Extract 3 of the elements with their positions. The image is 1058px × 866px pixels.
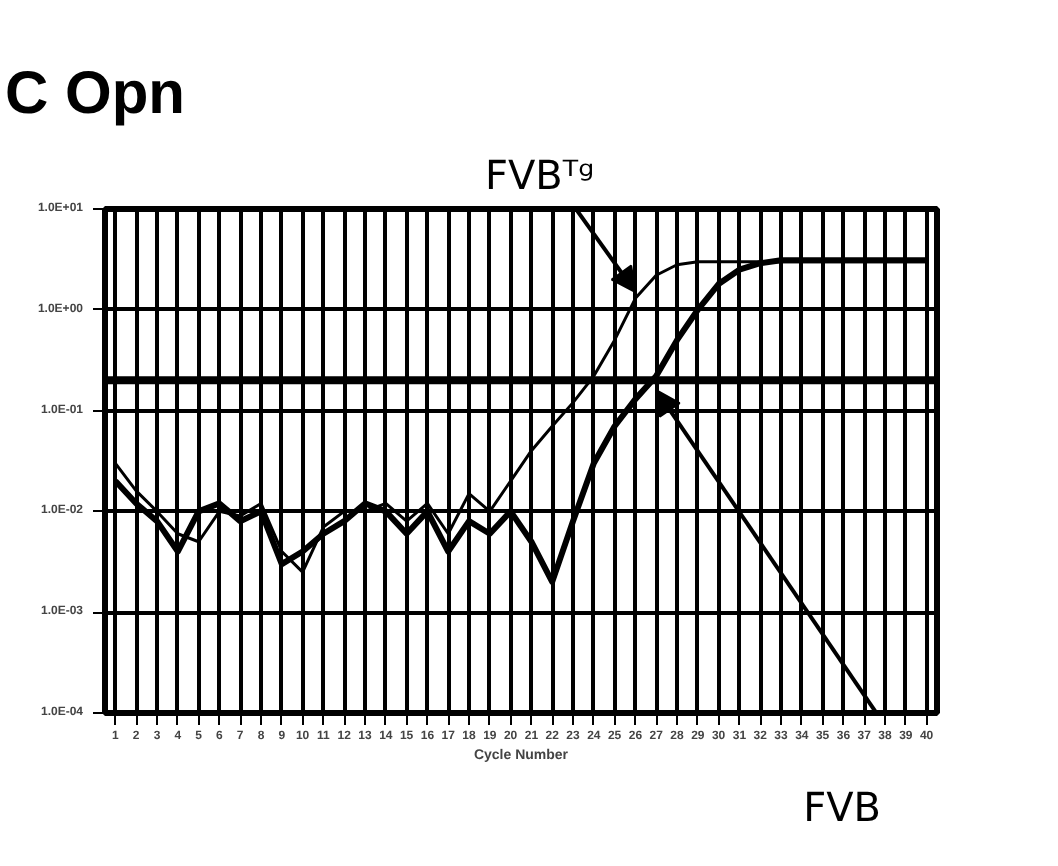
annotation: FVBᵀᵍ [485, 151, 595, 199]
annotation: FVB [803, 783, 881, 831]
chart-title: C Opn [5, 61, 185, 127]
